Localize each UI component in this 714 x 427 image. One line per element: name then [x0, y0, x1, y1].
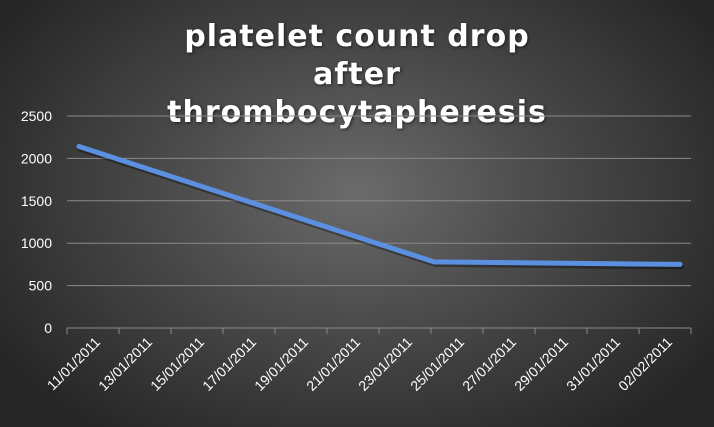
series-line [76, 144, 683, 267]
x-tick-label: 11/01/2011 [44, 334, 104, 394]
x-tick-label: 21/01/2011 [303, 334, 363, 394]
x-tick-label: 23/01/2011 [355, 334, 415, 394]
data-point [677, 261, 683, 267]
data-point [431, 259, 437, 265]
x-tick-label: 15/01/2011 [147, 334, 207, 394]
x-tick-label: 29/01/2011 [511, 334, 571, 394]
chart-title: platelet count drop after thrombocytaphe… [167, 19, 547, 130]
x-tick-label: 31/01/2011 [563, 334, 623, 394]
y-tick-label: 2000 [21, 150, 52, 166]
x-tick-label: 25/01/2011 [407, 334, 467, 394]
series-line-shadow [77, 145, 684, 270]
x-tick-label: 13/01/2011 [95, 334, 155, 394]
y-tick-label: 0 [44, 320, 52, 336]
y-tick-label: 500 [29, 278, 53, 294]
y-tick-label: 1000 [21, 235, 52, 251]
y-tick-label: 2500 [21, 108, 52, 124]
x-tick-label: 17/01/2011 [199, 334, 259, 394]
x-tick-label: 02/02/2011 [615, 334, 675, 394]
data-point [76, 144, 82, 150]
x-tick-label: 19/01/2011 [251, 334, 311, 394]
y-tick-label: 1500 [21, 193, 52, 209]
x-tick-label: 27/01/2011 [459, 334, 519, 394]
